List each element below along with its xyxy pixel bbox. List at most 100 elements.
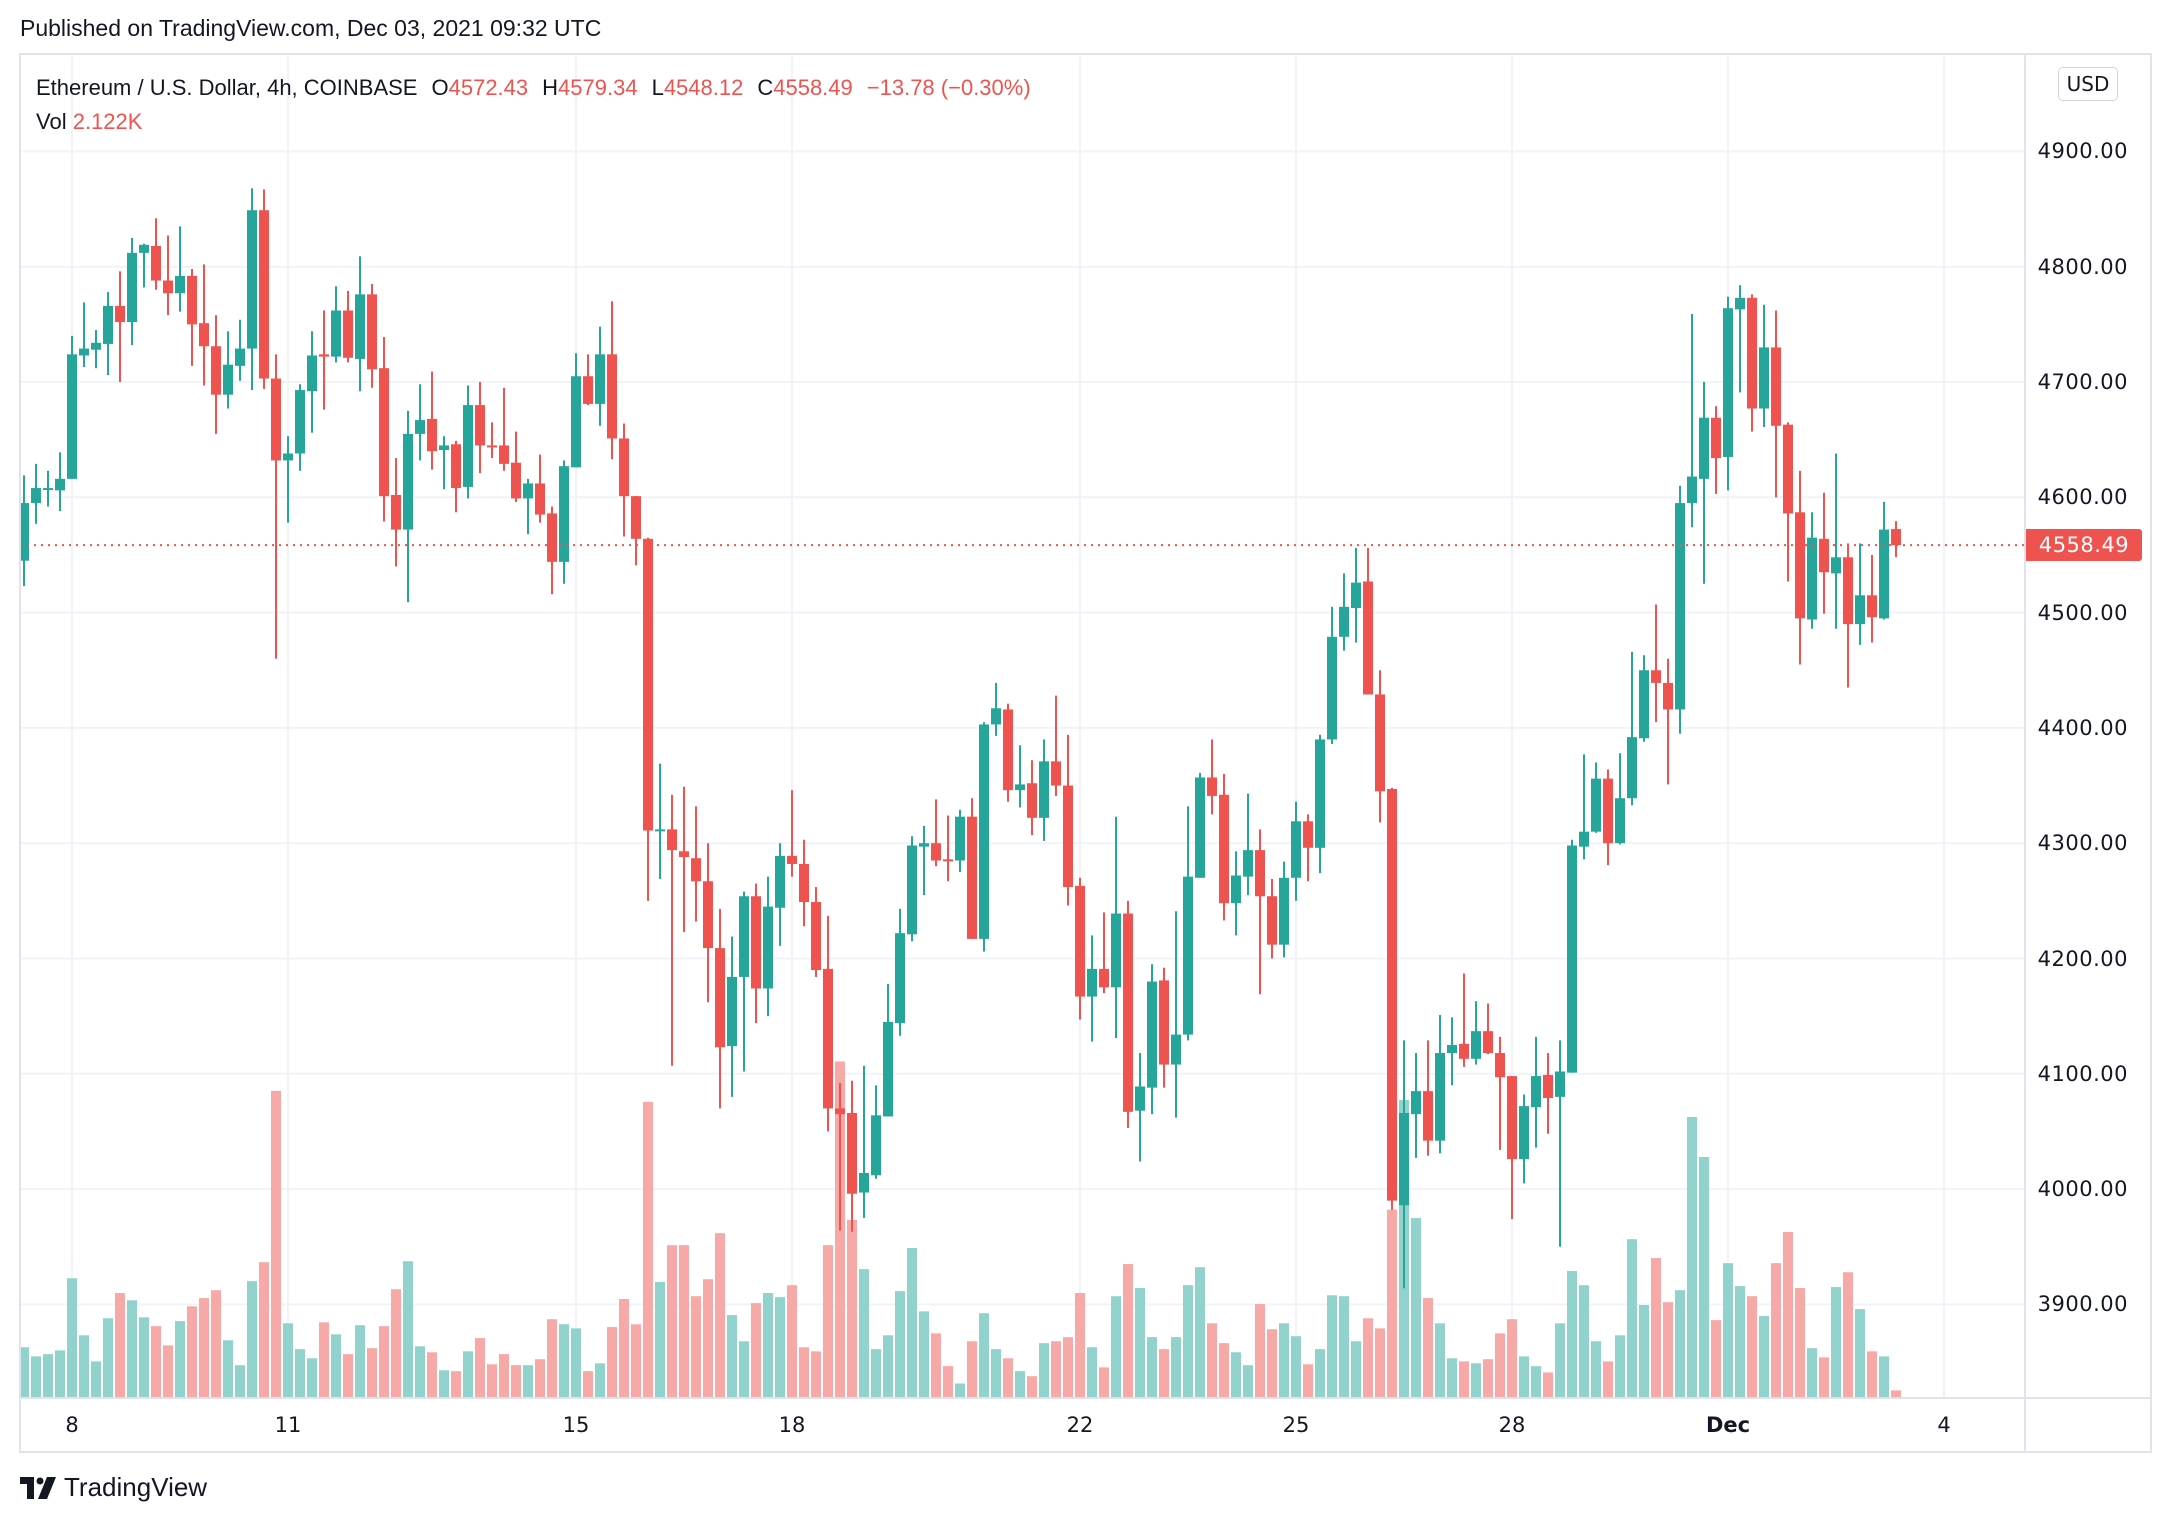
candle-body [1027, 783, 1037, 818]
volume-bar [1747, 1296, 1757, 1397]
volume-bar [1807, 1348, 1817, 1397]
volume-bar [1387, 1209, 1397, 1397]
candle-body [1639, 670, 1649, 739]
volume-bar [727, 1315, 737, 1397]
time-tick-label: 4 [1937, 1413, 1951, 1437]
candle-body [343, 310, 353, 358]
volume-bar [619, 1299, 629, 1397]
volume-bar [247, 1281, 257, 1397]
volume-bar [1471, 1363, 1481, 1397]
candle-body [847, 1113, 857, 1194]
volume-bar [847, 1219, 857, 1397]
volume-bar [127, 1300, 137, 1397]
volume-bar [643, 1101, 653, 1397]
volume-bar [607, 1327, 617, 1397]
candle-body [115, 305, 125, 323]
candle-wick [935, 799, 937, 867]
candle-wick [1631, 651, 1633, 806]
volume-bar [55, 1350, 65, 1397]
volume-bar [559, 1324, 569, 1397]
volume-bar [919, 1311, 929, 1397]
volume-bar [1759, 1316, 1769, 1397]
volume-bar [1375, 1328, 1385, 1397]
volume-bar [715, 1233, 725, 1397]
candle-body [631, 496, 641, 539]
candle-wick [1175, 911, 1177, 1118]
grid [20, 54, 2025, 1398]
candle-body [679, 851, 689, 858]
candle-body [1819, 538, 1829, 573]
candle-wick [503, 387, 505, 471]
volume-bar [319, 1322, 329, 1397]
volume-bar [295, 1349, 305, 1397]
candle-body [91, 342, 101, 350]
candle-body [607, 354, 617, 439]
candle-body [1687, 476, 1697, 504]
tradingview-logo[interactable]: TradingView [20, 1472, 207, 1503]
volume-bar [967, 1341, 977, 1397]
candle-body [1291, 821, 1301, 878]
candle-wick [947, 815, 949, 882]
volume-bar [1447, 1358, 1457, 1397]
volume-bar [1459, 1361, 1469, 1397]
volume-bar [1231, 1352, 1241, 1397]
tradingview-logo-text: TradingView [64, 1472, 208, 1502]
volume-bar [1075, 1293, 1085, 1397]
volume-bar [595, 1363, 605, 1397]
symbol-title[interactable]: Ethereum / U.S. Dollar, 4h, COINBASE [36, 75, 418, 100]
time-tick-label: 8 [65, 1413, 79, 1437]
volume-bar [1723, 1263, 1733, 1397]
candle-wick [1703, 382, 1705, 584]
last-price-label: 4558.49 [2026, 529, 2142, 562]
price-tick-label: 4300.00 [2037, 831, 2128, 856]
chart-border [19, 53, 2152, 1453]
time-tick-label: Dec [1705, 1413, 1751, 1437]
volume-bar [1039, 1343, 1049, 1397]
volume-label[interactable]: Vol [36, 109, 67, 134]
volume-bar [1567, 1271, 1577, 1397]
volume-bar [163, 1345, 173, 1397]
volume-bar [1507, 1319, 1517, 1397]
volume-bar [871, 1349, 881, 1397]
candle-body [1723, 308, 1733, 457]
volume-bar [115, 1293, 125, 1397]
candle-body [175, 275, 185, 294]
candle-body [475, 405, 485, 446]
candle-body [1615, 798, 1625, 844]
volume-bar [859, 1269, 869, 1397]
volume-bar [1891, 1390, 1901, 1397]
candle-wick [1499, 1036, 1501, 1150]
candle-body [1279, 877, 1289, 945]
candle-body [451, 444, 461, 489]
volume-bar [1195, 1267, 1205, 1397]
candle-body [1051, 761, 1061, 786]
time-tick-label: 15 [562, 1413, 590, 1437]
volume-bar [751, 1303, 761, 1397]
candle-body [1351, 582, 1361, 608]
volume-bar [1675, 1290, 1685, 1397]
volume-bar [907, 1248, 917, 1397]
candle-body [1507, 1076, 1517, 1160]
candle-body [79, 348, 89, 356]
candle-body [787, 855, 797, 864]
change-value: −13.78 (−0.30%) [866, 75, 1031, 100]
candle-body [1651, 670, 1661, 683]
candle-body [823, 968, 833, 1109]
volume-bar [331, 1334, 341, 1397]
volume-bar [811, 1351, 821, 1397]
volume-bar [1855, 1309, 1865, 1397]
volume-bar [151, 1326, 161, 1397]
volume-bar [703, 1279, 713, 1397]
volume-bar [991, 1349, 1001, 1397]
volume-bar [1219, 1343, 1229, 1397]
candle-body [439, 445, 449, 451]
candle-wick [1739, 285, 1741, 393]
volume-bar [1051, 1341, 1061, 1397]
candle-body [1471, 1031, 1481, 1059]
candle-body [1591, 778, 1601, 832]
candle-body [1147, 981, 1157, 1088]
volume-bar [1027, 1376, 1037, 1397]
currency-button[interactable]: USD [2058, 67, 2118, 101]
volume-bar [1483, 1359, 1493, 1397]
